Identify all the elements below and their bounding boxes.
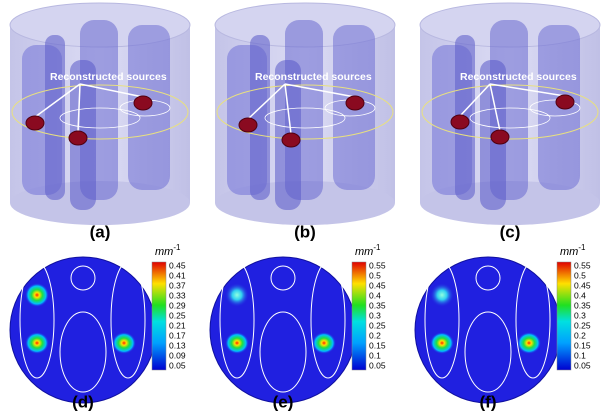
phantom-panel: Reconstructed sources (a) xyxy=(10,3,190,241)
colorbar-tick-label: 0.13 xyxy=(169,340,186,350)
colorbar-tick-label: 0.29 xyxy=(169,300,186,310)
colorbar-tick-label: 0.25 xyxy=(369,320,386,330)
colorbar-tick-label: 0.3 xyxy=(369,310,381,320)
panel-label: (b) xyxy=(294,222,316,241)
unit-exponent: -1 xyxy=(373,243,381,252)
spot xyxy=(112,332,136,354)
colorbar xyxy=(352,262,366,370)
spot xyxy=(312,332,336,354)
colorbar-tick-label: 0.35 xyxy=(369,300,386,310)
colorbar-tick-label: 0.1 xyxy=(369,350,381,360)
colorbar-tick-label: 0.45 xyxy=(574,280,591,290)
colorbar-tick-label: 0.41 xyxy=(169,270,186,280)
panel-label: (c) xyxy=(500,222,521,241)
map-panel: mm-1 0.450.410.370.330.290.250.210.170.13… xyxy=(10,243,186,411)
colorbar-tick-label: 0.45 xyxy=(369,280,386,290)
colorbar xyxy=(557,262,571,370)
spot xyxy=(25,283,49,307)
colorbar-tick-label: 0.55 xyxy=(369,260,386,270)
panel-label: (a) xyxy=(90,222,111,241)
colorbar-tick-label: 0.15 xyxy=(369,340,386,350)
rod xyxy=(250,35,270,200)
reconstructed-source xyxy=(451,115,469,129)
colorbar-unit: mm-1 xyxy=(560,243,586,258)
unit-exponent: -1 xyxy=(173,243,181,252)
phantom-panel: Reconstructed sources (b) xyxy=(215,3,395,241)
spot xyxy=(430,332,454,354)
colorbar-tick-label: 0.4 xyxy=(574,290,586,300)
colorbar xyxy=(152,262,166,370)
rod xyxy=(45,35,65,200)
phantom-panel: Reconstructed sources (c) xyxy=(420,3,600,241)
panel-label: (f) xyxy=(480,392,497,411)
unit-exponent: -1 xyxy=(578,243,586,252)
colorbar-tick-label: 0.37 xyxy=(169,280,186,290)
colorbar-tick-label: 0.55 xyxy=(574,260,591,270)
colorbar-tick-label: 0.15 xyxy=(574,340,591,350)
spot xyxy=(225,283,249,307)
colorbar-tick-label: 0.1 xyxy=(574,350,586,360)
reconstructed-source xyxy=(26,116,44,130)
section-disc xyxy=(210,257,356,403)
annotation: Reconstructed sources xyxy=(255,71,372,83)
unit-base: mm xyxy=(155,246,173,258)
colorbar-tick-label: 0.25 xyxy=(169,310,186,320)
colorbar-tick-label: 0.21 xyxy=(169,320,186,330)
annotation: Reconstructed sources xyxy=(460,71,577,83)
colorbar-tick-label: 0.5 xyxy=(369,270,381,280)
colorbar-tick-label: 0.2 xyxy=(574,330,586,340)
colorbar-tick-label: 0.05 xyxy=(369,360,386,370)
reconstructed-source xyxy=(239,118,257,132)
map-panel: mm-1 0.550.50.450.40.350.30.250.20.150.10… xyxy=(415,243,591,411)
reconstructed-source xyxy=(346,96,364,110)
reconstructed-source xyxy=(282,133,300,147)
reconstructed-source xyxy=(556,95,574,109)
spot xyxy=(225,332,249,354)
spot xyxy=(517,332,541,354)
reconstructed-source xyxy=(69,131,87,145)
colorbar-tick-label: 0.3 xyxy=(574,310,586,320)
colorbar-tick-label: 0.4 xyxy=(369,290,381,300)
spot xyxy=(25,332,49,354)
colorbar-tick-label: 0.5 xyxy=(574,270,586,280)
unit-base: mm xyxy=(560,246,578,258)
colorbar-tick-label: 0.25 xyxy=(574,320,591,330)
colorbar-unit: mm-1 xyxy=(355,243,381,258)
panel-label: (d) xyxy=(72,392,94,411)
colorbar-tick-label: 0.05 xyxy=(574,360,591,370)
figure: Reconstructed sources(a)Reconstructed so… xyxy=(0,0,608,413)
reconstructed-source xyxy=(134,96,152,110)
unit-base: mm xyxy=(355,246,373,258)
map-panel: mm-1 0.550.50.450.40.350.30.250.20.150.10… xyxy=(210,243,386,411)
colorbar-tick-label: 0.2 xyxy=(369,330,381,340)
colorbar-tick-label: 0.35 xyxy=(574,300,591,310)
colorbar-tick-label: 0.05 xyxy=(169,360,186,370)
section-disc xyxy=(415,257,561,403)
colorbar-tick-label: 0.09 xyxy=(169,350,186,360)
colorbar-tick-label: 0.17 xyxy=(169,330,186,340)
colorbar-tick-label: 0.45 xyxy=(169,260,186,270)
colorbar-unit: mm-1 xyxy=(155,243,181,258)
colorbar-tick-label: 0.33 xyxy=(169,290,186,300)
annotation: Reconstructed sources xyxy=(50,71,167,83)
reconstructed-source xyxy=(491,130,509,144)
section-disc xyxy=(10,257,156,403)
panel-label: (e) xyxy=(273,392,294,411)
spot xyxy=(430,283,454,307)
